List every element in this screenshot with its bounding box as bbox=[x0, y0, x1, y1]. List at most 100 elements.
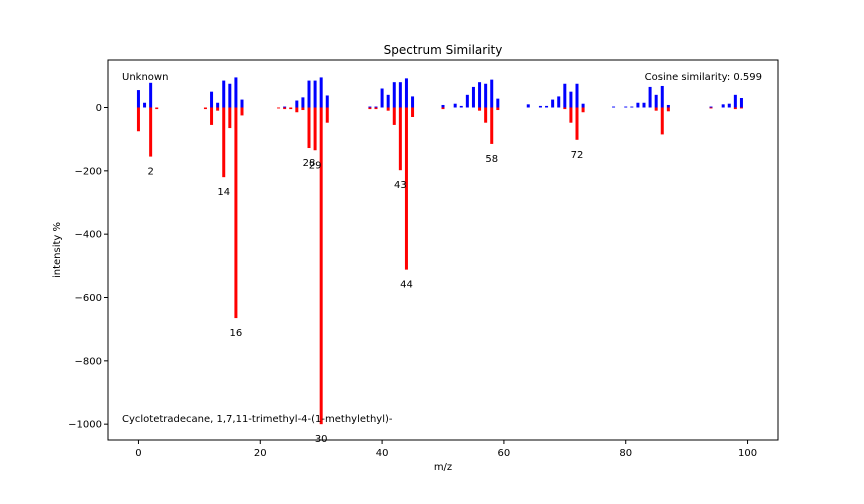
bar bbox=[203, 107, 207, 110]
bar bbox=[234, 107, 238, 319]
y-tick-label: −1000 bbox=[68, 420, 102, 431]
series-unknown bbox=[136, 77, 743, 108]
bar bbox=[392, 107, 396, 125]
bar bbox=[636, 102, 640, 108]
bar bbox=[727, 103, 731, 108]
bar bbox=[648, 86, 652, 108]
bar bbox=[222, 80, 226, 108]
bar bbox=[654, 107, 658, 111]
bar bbox=[575, 83, 579, 108]
bar bbox=[368, 106, 372, 108]
bar bbox=[380, 88, 384, 108]
x-axis-label: m/z bbox=[434, 462, 452, 473]
bar bbox=[319, 77, 323, 108]
bar bbox=[374, 106, 378, 108]
cosine-similarity-label: Cosine similarity: 0.599 bbox=[645, 72, 762, 83]
bar bbox=[441, 104, 445, 108]
bar bbox=[283, 106, 287, 108]
peak-label: 44 bbox=[400, 280, 413, 291]
bar bbox=[295, 100, 299, 108]
bar bbox=[277, 107, 281, 109]
series-reference bbox=[136, 107, 743, 425]
bar bbox=[666, 107, 670, 112]
bar bbox=[709, 107, 713, 109]
bar bbox=[374, 107, 378, 110]
x-tick-label: 40 bbox=[376, 448, 389, 459]
bar bbox=[136, 90, 140, 108]
bar bbox=[569, 91, 573, 108]
bar bbox=[484, 107, 488, 123]
bar bbox=[295, 107, 299, 113]
compound-name-label: Cyclotetradecane, 1,7,11-trimethyl-4-(1-… bbox=[122, 414, 393, 425]
bar bbox=[411, 107, 415, 117]
bar bbox=[496, 107, 500, 111]
y-axis-label: intensity % bbox=[52, 222, 63, 278]
bar bbox=[392, 82, 396, 108]
x-tick-label: 20 bbox=[254, 448, 267, 459]
peak-label: 2 bbox=[147, 167, 153, 178]
bar bbox=[307, 107, 311, 149]
y-tick-label: 0 bbox=[96, 103, 102, 114]
bar bbox=[136, 107, 140, 132]
bar bbox=[143, 102, 147, 108]
bar bbox=[453, 103, 457, 108]
bar bbox=[569, 107, 573, 123]
bar bbox=[478, 107, 482, 111]
bar bbox=[465, 94, 469, 108]
bar bbox=[222, 107, 226, 178]
bar bbox=[490, 79, 494, 108]
bar bbox=[216, 102, 220, 108]
bar bbox=[301, 97, 305, 108]
y-axis: 0 −200 −400 −600 −800 −1000 bbox=[68, 103, 108, 431]
bar bbox=[581, 107, 585, 113]
y-tick-label: −800 bbox=[75, 356, 102, 367]
bar bbox=[228, 83, 232, 108]
bar bbox=[666, 104, 670, 108]
bar bbox=[210, 91, 214, 108]
bar bbox=[733, 107, 737, 110]
peak-label: 72 bbox=[571, 150, 584, 161]
bar bbox=[526, 104, 530, 108]
chart-title: Spectrum Similarity bbox=[384, 43, 503, 57]
bar bbox=[654, 94, 658, 108]
bar bbox=[660, 107, 664, 135]
bar bbox=[733, 94, 737, 108]
bar bbox=[289, 107, 293, 110]
bar bbox=[149, 82, 153, 108]
peak-label: 30 bbox=[315, 434, 328, 445]
bar bbox=[624, 106, 628, 108]
bar bbox=[545, 105, 549, 108]
bar bbox=[325, 95, 329, 108]
x-axis: 0 20 40 60 80 100 bbox=[135, 440, 757, 459]
bar bbox=[478, 82, 482, 108]
bar bbox=[404, 107, 408, 270]
bar bbox=[210, 107, 214, 125]
bar bbox=[325, 107, 329, 123]
bar bbox=[490, 107, 494, 144]
bar bbox=[563, 107, 567, 110]
bar bbox=[283, 107, 287, 110]
bar bbox=[575, 107, 579, 140]
bar bbox=[471, 86, 475, 108]
bar bbox=[551, 99, 555, 108]
bar bbox=[496, 98, 500, 108]
bar bbox=[313, 107, 317, 151]
bars-layer bbox=[136, 77, 743, 425]
bar bbox=[459, 105, 463, 108]
bar bbox=[630, 106, 634, 108]
bar bbox=[216, 107, 220, 111]
peak-label: 28 bbox=[303, 158, 316, 169]
bar bbox=[319, 107, 323, 425]
bar bbox=[386, 107, 390, 111]
peak-label: 16 bbox=[230, 328, 243, 339]
unknown-label: Unknown bbox=[122, 72, 168, 83]
bar bbox=[739, 107, 743, 109]
bar bbox=[642, 102, 646, 108]
x-tick-label: 100 bbox=[738, 448, 757, 459]
bar bbox=[386, 94, 390, 108]
bar bbox=[228, 107, 232, 129]
bar bbox=[234, 77, 238, 108]
bar bbox=[660, 85, 664, 108]
bar bbox=[739, 98, 743, 108]
